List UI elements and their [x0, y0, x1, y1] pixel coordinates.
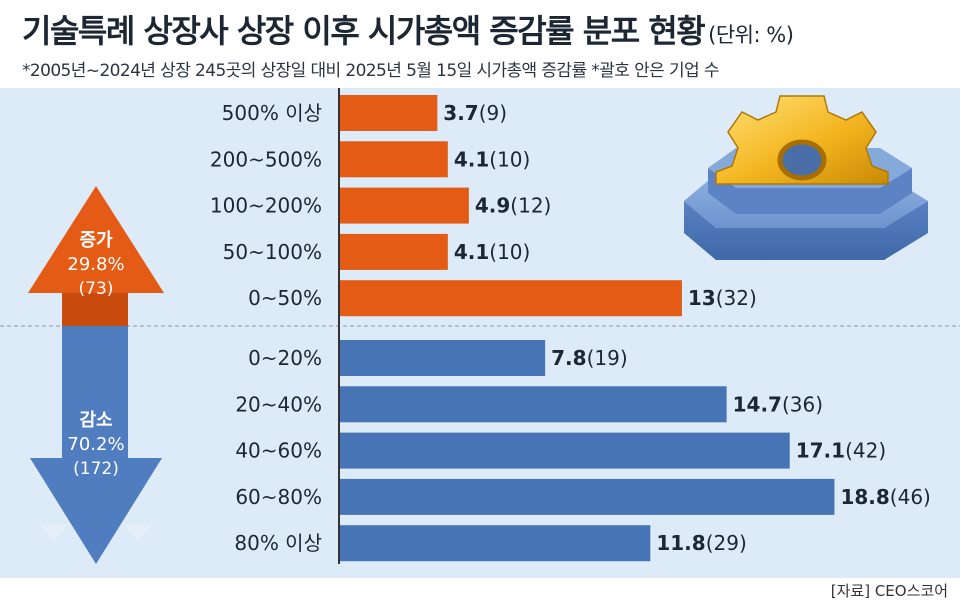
bar: [340, 233, 448, 270]
value-label: 13(32): [688, 286, 757, 310]
chart-panel: 증가 29.8% (73) 감소 70.2% (172) 500% 이상 200~500% 1…: [0, 88, 960, 578]
bar: [340, 187, 469, 224]
category-label: 500% 이상: [222, 101, 322, 125]
value-label: 18.8(46): [840, 485, 930, 509]
company-count: (46): [890, 485, 931, 509]
source-note: [자료] CEO스코어: [830, 582, 948, 600]
chart-title-text: 기술특례 상장사 상장 이후 시가총액 증감률 분포 현황: [22, 12, 706, 50]
value-number: 13: [688, 286, 716, 310]
gear-icon: [715, 95, 889, 185]
company-count: (10): [489, 240, 530, 264]
value-number: 18.8: [840, 485, 889, 509]
group-name: 감소: [79, 410, 112, 431]
value-labels: 3.7(9)4.1(10)4.9(12)4.1(10)13(32)7.8(19)…: [443, 101, 931, 555]
group-count: (172): [73, 459, 119, 479]
base-upper-side: [708, 168, 912, 214]
category-label: 0~20%: [248, 346, 322, 370]
down-arrow-icon: [30, 326, 162, 564]
value-number: 4.1: [454, 240, 489, 264]
value-number: 14.7: [733, 392, 782, 416]
value-label: 11.8(29): [656, 531, 746, 555]
company-count: (12): [510, 194, 551, 218]
category-label: 200~500%: [210, 147, 322, 171]
bar: [340, 525, 651, 562]
value-label: 14.7(36): [733, 392, 823, 416]
category-label: 50~100%: [223, 240, 322, 264]
category-label: 100~200%: [210, 194, 322, 218]
group-name: 증가: [79, 230, 113, 251]
value-number: 3.7: [443, 101, 478, 125]
category-label: 60~80%: [235, 485, 322, 509]
bar: [340, 386, 727, 423]
category-labels: 500% 이상 200~500% 100~200% 50~100% 0~50% 0~20%…: [210, 101, 322, 555]
bar: [340, 432, 790, 469]
group-percent: 29.8%: [67, 254, 124, 275]
unit-label: (단위: %): [708, 23, 794, 47]
value-number: 4.1: [454, 147, 489, 171]
value-label: 4.9(12): [475, 194, 552, 218]
bar: [340, 478, 835, 515]
company-count: (9): [479, 101, 507, 125]
value-label: 7.8(19): [551, 346, 628, 370]
category-label: 20~40%: [235, 392, 322, 416]
bars: [340, 95, 835, 562]
category-label: 40~60%: [235, 439, 322, 463]
company-count: (42): [845, 439, 886, 463]
bar: [340, 95, 438, 131]
company-count: (29): [706, 531, 747, 555]
chart-subtitle: *2005년~2024년 상장 245곳의 상장일 대비 2025년 5월 15…: [22, 61, 720, 81]
group-percent: 70.2%: [67, 434, 124, 455]
chart-title: 기술특례 상장사 상장 이후 시가총액 증감률 분포 현황 (단위: %): [22, 6, 794, 52]
up-arrow-icon: [28, 186, 164, 326]
category-label: 0~50%: [248, 286, 322, 310]
value-label: 17.1(42): [796, 439, 886, 463]
value-number: 4.9: [475, 194, 510, 218]
value-label: 4.1(10): [454, 240, 530, 264]
value-number: 17.1: [796, 439, 845, 463]
base-lower-side: [684, 201, 928, 260]
company-count: (19): [587, 346, 628, 370]
value-label: 4.1(10): [454, 147, 530, 171]
company-count: (32): [716, 286, 757, 310]
bar: [340, 340, 546, 376]
value-number: 7.8: [551, 346, 586, 370]
bar-chart: 증가 29.8% (73) 감소 70.2% (172) 500% 이상 200~500% 1…: [0, 88, 960, 564]
gear-illustration: [684, 95, 928, 260]
bar: [340, 141, 448, 178]
arrow-labels: 증가 29.8% (73) 감소 70.2% (172): [67, 230, 124, 479]
company-count: (10): [489, 147, 530, 171]
value-label: 3.7(9): [443, 101, 507, 125]
category-label: 80% 이상: [234, 531, 322, 555]
value-number: 11.8: [656, 531, 705, 555]
company-count: (36): [782, 392, 823, 416]
bar: [340, 280, 682, 317]
group-count: (73): [79, 279, 114, 299]
